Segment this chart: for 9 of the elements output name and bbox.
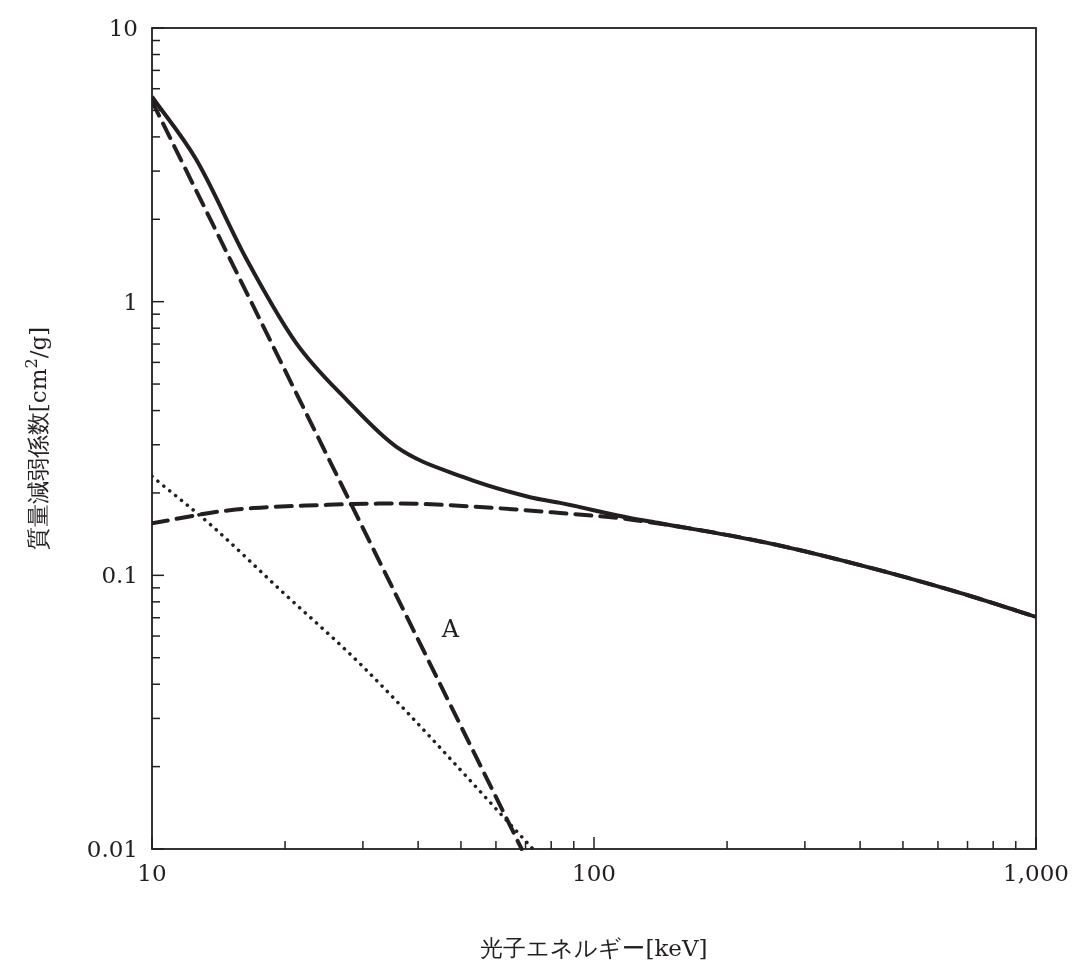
x-axis-title: 光子エネルギー[keV] [480,935,708,961]
x-tick-label: 100 [572,860,616,886]
x-tick-label: 10 [137,860,167,886]
x-tick-label: 1,000 [1003,860,1069,886]
y-tick-label: 0.01 [86,836,138,862]
y-tick-label: 0.1 [101,562,138,589]
y-tick-label: 10 [108,15,138,41]
series-label: A [440,615,460,644]
y-tick-label: 1 [123,288,138,315]
